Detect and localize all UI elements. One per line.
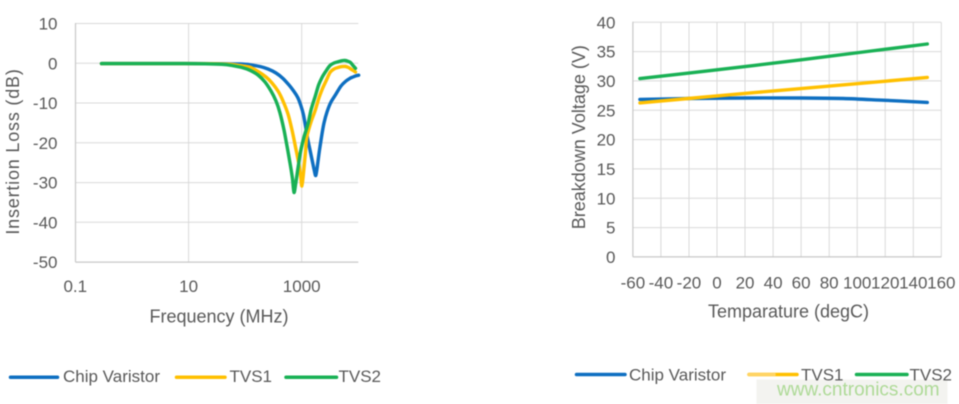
svg-text:-10: -10 xyxy=(33,94,58,113)
svg-text:0: 0 xyxy=(606,248,615,267)
svg-text:Chip Varistor: Chip Varistor xyxy=(63,367,160,386)
svg-text:-30: -30 xyxy=(33,174,58,193)
svg-text:-20: -20 xyxy=(677,274,702,293)
svg-text:Frequency (MHz): Frequency (MHz) xyxy=(149,307,288,327)
svg-text:10: 10 xyxy=(597,189,616,208)
svg-text:Temparature (degC): Temparature (degC) xyxy=(708,302,869,322)
svg-text:120: 120 xyxy=(871,274,899,293)
svg-text:-60: -60 xyxy=(621,274,646,293)
svg-text:80: 80 xyxy=(820,274,839,293)
svg-text:100: 100 xyxy=(843,274,871,293)
svg-text:25: 25 xyxy=(597,101,616,120)
svg-text:40: 40 xyxy=(764,274,783,293)
svg-text:-20: -20 xyxy=(33,134,58,153)
svg-text:5: 5 xyxy=(606,219,615,238)
svg-text:20: 20 xyxy=(736,274,755,293)
svg-text:TVS2: TVS2 xyxy=(339,367,382,386)
svg-text:0.1: 0.1 xyxy=(63,277,87,296)
svg-text:10: 10 xyxy=(179,277,198,296)
svg-text:60: 60 xyxy=(792,274,811,293)
svg-text:160: 160 xyxy=(927,274,955,293)
svg-text:0: 0 xyxy=(48,54,57,73)
svg-text:Chip Varistor: Chip Varistor xyxy=(629,365,726,384)
svg-text:40: 40 xyxy=(597,13,616,32)
svg-text:1000: 1000 xyxy=(283,277,321,296)
svg-text:TVS1: TVS1 xyxy=(801,365,844,384)
svg-text:Breakdown Voltage (V): Breakdown Voltage (V) xyxy=(569,45,589,229)
svg-text:TVS2: TVS2 xyxy=(910,365,953,384)
svg-text:TVS1: TVS1 xyxy=(230,367,273,386)
svg-text:Insertion Loss (dB): Insertion Loss (dB) xyxy=(3,68,23,234)
svg-text:-40: -40 xyxy=(649,274,674,293)
svg-text:0: 0 xyxy=(712,274,721,293)
svg-text:www.cntronics.com: www.cntronics.com xyxy=(776,380,940,401)
svg-text:-40: -40 xyxy=(33,213,58,232)
svg-text:30: 30 xyxy=(597,72,616,91)
svg-text:15: 15 xyxy=(597,160,616,179)
svg-text:140: 140 xyxy=(899,274,927,293)
svg-text:20: 20 xyxy=(597,131,616,150)
svg-text:10: 10 xyxy=(39,15,58,34)
svg-text:-50: -50 xyxy=(33,253,58,272)
svg-text:35: 35 xyxy=(597,43,616,62)
